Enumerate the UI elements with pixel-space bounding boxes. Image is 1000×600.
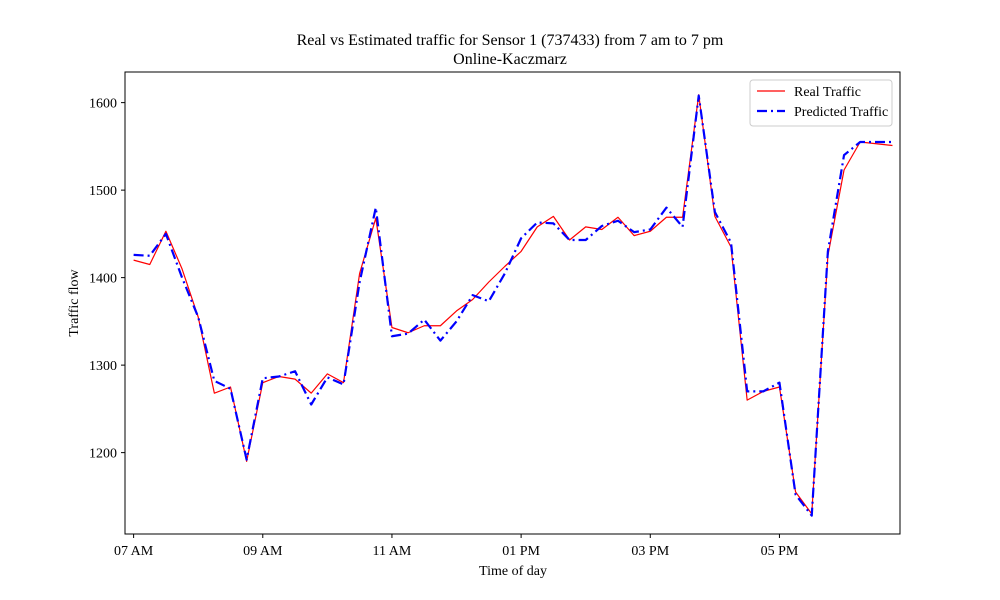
y-axis-label: Traffic flow — [67, 268, 82, 336]
chart-title: Real vs Estimated traffic for Sensor 1 (… — [297, 32, 724, 49]
legend-label-real-traffic: Real Traffic — [794, 85, 861, 100]
legend-box — [749, 79, 893, 127]
y-tick-label: 1200 — [89, 447, 117, 462]
series-line-real-traffic — [133, 94, 893, 515]
x-axis-label: Time of day — [479, 564, 547, 579]
x-tick-label: 01 PM — [502, 544, 540, 559]
x-tick-label: 07 AM — [114, 544, 154, 559]
x-tick-label: 11 AM — [373, 544, 412, 559]
y-tick-label: 1600 — [89, 97, 117, 112]
axes-frame — [124, 71, 901, 535]
legend: Real Traffic Predicted Traffic — [749, 79, 893, 127]
x-tick-label: 09 AM — [243, 544, 283, 559]
legend-label-predicted-traffic: Predicted Traffic — [794, 105, 888, 120]
plot-area: 07 AM 09 AM 11 AM 01 PM 03 PM 05 PM 1200 1300 14… — [89, 71, 901, 559]
y-tick-label: 1300 — [89, 359, 117, 374]
x-tick-label: 05 PM — [761, 544, 799, 559]
y-tick-label: 1500 — [89, 184, 117, 199]
y-tick-label: 1400 — [89, 272, 117, 287]
chart-subtitle: Online-Kaczmarz — [453, 51, 567, 68]
x-tick-label: 03 PM — [631, 544, 669, 559]
series-line-predicted-traffic — [133, 94, 893, 517]
